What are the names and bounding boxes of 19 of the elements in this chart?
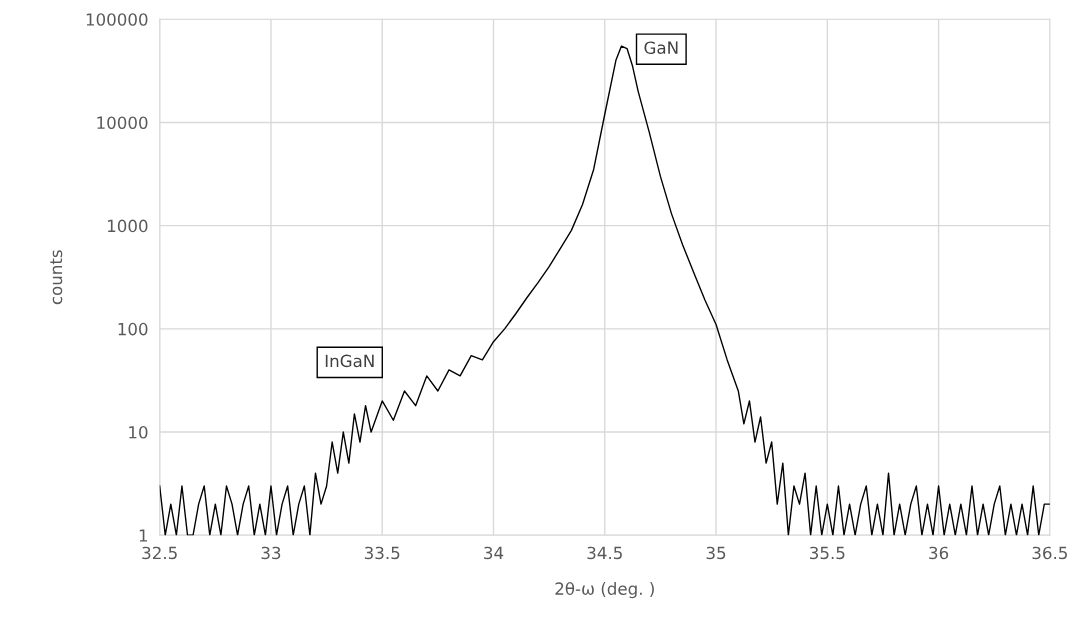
y-tick-label: 100000: [86, 13, 148, 26]
x-tick-label: 33.5: [364, 546, 400, 560]
y-axis-title: counts: [50, 250, 63, 305]
annotation: GaN: [644, 41, 678, 54]
y-tick-label: 1: [139, 529, 148, 542]
x-tick-label: 34: [484, 546, 504, 560]
y-tick-label: 10: [129, 426, 148, 439]
y-tick-label: 10000: [97, 116, 148, 129]
x-tick-label: 32.5: [142, 546, 177, 560]
x-tick-label: 34.5: [587, 546, 622, 560]
x-tick-label: 36.5: [1032, 546, 1067, 560]
x-tick-label: 36: [929, 546, 949, 560]
x-tick-label: 35: [706, 546, 726, 560]
y-tick-label: 1000: [107, 219, 148, 233]
y-tick-label: 100: [118, 322, 148, 336]
x-tick-label: 33: [261, 546, 281, 560]
x-tick-label: 35.5: [810, 546, 845, 560]
x-axis-title: 2θ-ω (deg. ): [555, 581, 654, 599]
annotation: InGaN: [325, 354, 374, 368]
